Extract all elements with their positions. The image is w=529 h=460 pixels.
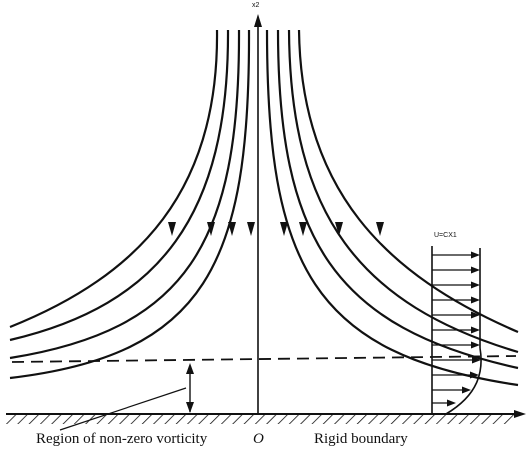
vorticity-thickness-indicator	[186, 363, 194, 413]
streamline-left-1	[9, 29, 219, 329]
x2-axis-label: x2	[252, 2, 260, 9]
streamline-arrows	[168, 222, 384, 236]
arrow-down-icon	[280, 222, 288, 236]
streamline-left-2	[9, 29, 230, 342]
arrow-down-icon	[228, 222, 236, 236]
streamline-left-3	[9, 29, 241, 360]
streamline-right-4	[297, 29, 519, 334]
x1-axis-arrowhead	[514, 410, 526, 418]
x2-axis	[254, 14, 262, 414]
arrow-down-icon	[335, 222, 343, 236]
arrow-down-icon	[247, 222, 255, 236]
arrow-down-icon	[207, 222, 215, 236]
streamline-right-3	[287, 29, 519, 354]
velocity-profile	[431, 246, 482, 415]
arrow-down-icon	[299, 222, 307, 236]
streamlines	[9, 29, 519, 387]
streamline-right-2	[276, 29, 519, 370]
streamline-left-4	[9, 29, 251, 380]
streamline-right-1	[265, 29, 519, 387]
origin-label: O	[253, 431, 264, 447]
velocity-profile-label: U=CX1	[434, 232, 457, 239]
arrow-down-icon	[168, 222, 176, 236]
rigid-boundary-label: Rigid boundary	[314, 431, 408, 447]
arrow-down-icon	[376, 222, 384, 236]
rigid-boundary-wall	[6, 413, 514, 424]
vorticity-region-boundary-dashed	[11, 355, 517, 363]
region-of-vorticity-label: Region of non-zero vorticity	[36, 431, 208, 447]
region-label-leader	[59, 387, 187, 431]
